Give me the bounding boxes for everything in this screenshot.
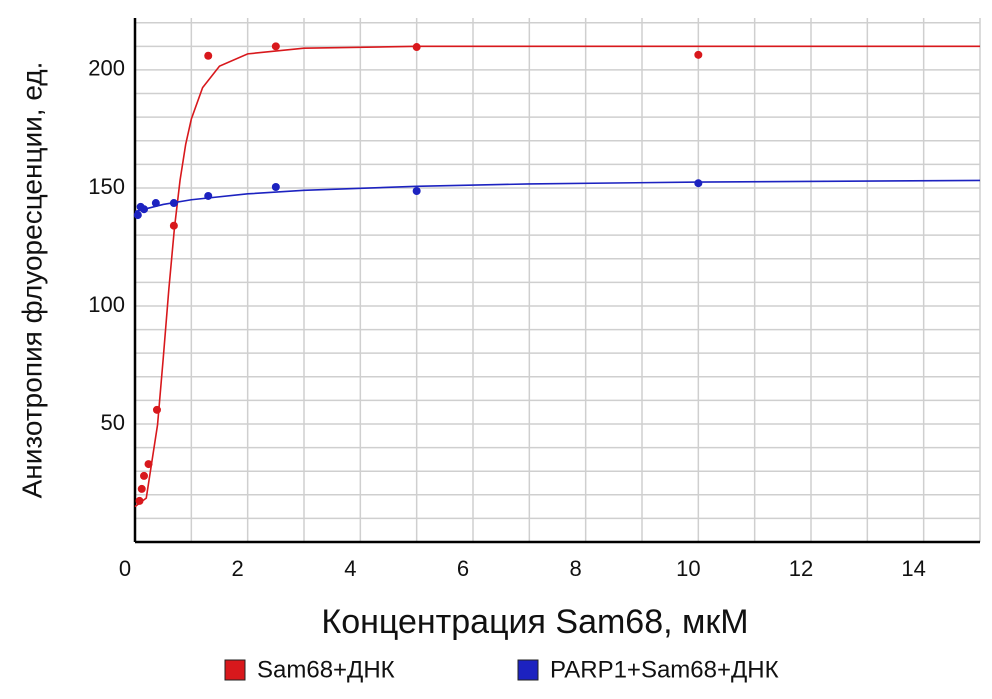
x-tick-label: 8 bbox=[570, 556, 582, 581]
point bbox=[204, 51, 213, 60]
point bbox=[140, 205, 149, 214]
point bbox=[151, 199, 160, 208]
x-tick-label: 14 bbox=[901, 556, 925, 581]
point bbox=[144, 460, 153, 469]
y-tick-label: 50 bbox=[101, 410, 125, 435]
point bbox=[135, 496, 144, 505]
point bbox=[412, 43, 421, 52]
point bbox=[204, 191, 213, 200]
y-tick-label: 100 bbox=[88, 292, 125, 317]
x-tick-label: 2 bbox=[232, 556, 244, 581]
point bbox=[140, 471, 149, 480]
legend-swatch bbox=[224, 659, 246, 681]
y-axis-title: Анизотропия флуоресценции, ед. bbox=[16, 62, 47, 499]
x-tick-label: 4 bbox=[344, 556, 356, 581]
point bbox=[133, 211, 142, 220]
y-tick-label: 200 bbox=[88, 56, 125, 81]
point bbox=[694, 50, 703, 59]
fit-line bbox=[134, 45, 980, 508]
point bbox=[412, 187, 421, 196]
point bbox=[169, 199, 178, 208]
x-axis-title: Концентрация Sam68, мкМ bbox=[321, 603, 748, 641]
point bbox=[152, 405, 161, 414]
point bbox=[271, 42, 280, 51]
point bbox=[271, 183, 280, 192]
legend-label: Sam68+ДНК bbox=[257, 656, 395, 683]
y-tick-label: 150 bbox=[88, 174, 125, 199]
legend-label: PARP1+Sam68+ДНК bbox=[550, 656, 779, 683]
fit-line bbox=[134, 179, 981, 213]
x-tick-label: 12 bbox=[789, 556, 813, 581]
x-tick-label: 6 bbox=[457, 556, 469, 581]
point bbox=[169, 221, 178, 230]
legend-swatch bbox=[517, 659, 539, 681]
x-tick-label: 10 bbox=[676, 556, 700, 581]
point bbox=[137, 484, 146, 493]
x-tick-label: 0 bbox=[119, 556, 131, 581]
point bbox=[694, 179, 703, 188]
